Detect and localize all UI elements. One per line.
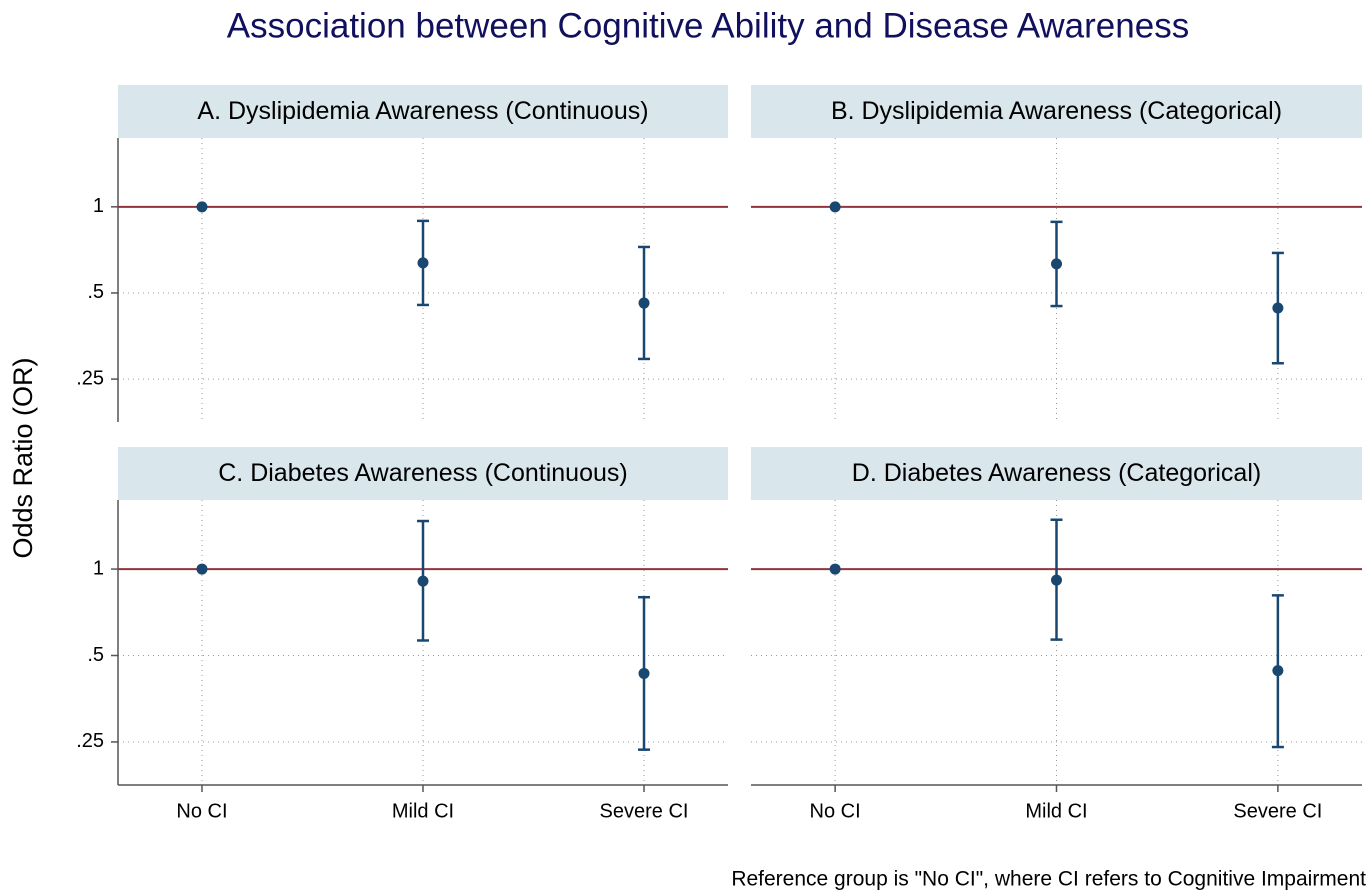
x-tick-label: Severe CI	[1233, 800, 1322, 822]
point	[1272, 302, 1284, 314]
y-axis-label: Odds Ratio (OR)	[8, 357, 38, 558]
y-tick-label: 1	[93, 557, 104, 579]
point	[417, 257, 429, 269]
note: Reference group is "No CI", where CI ref…	[731, 868, 1366, 891]
point	[196, 201, 208, 213]
x-tick-label: No CI	[810, 800, 861, 822]
point	[638, 667, 650, 679]
point	[417, 575, 429, 587]
x-tick-label: Severe CI	[600, 800, 689, 822]
panel-title: A. Dyslipidemia Awareness (Continuous)	[197, 97, 648, 125]
y-tick-label: .5	[87, 281, 104, 303]
y-tick-label: .25	[76, 730, 104, 752]
y-tick-label: 1	[93, 195, 104, 217]
x-tick-label: Mild CI	[392, 800, 454, 822]
point	[1051, 258, 1062, 270]
y-tick-label: .5	[87, 644, 104, 666]
point	[1272, 665, 1284, 677]
x-tick-label: No CI	[176, 800, 227, 822]
panel-header	[118, 85, 728, 138]
point	[638, 297, 650, 309]
panel-title: C. Diabetes Awareness (Continuous)	[218, 459, 627, 487]
panel-title: D. Diabetes Awareness (Categorical)	[852, 459, 1261, 487]
x-tick-label: Mild CI	[1025, 800, 1087, 822]
panel-header	[751, 85, 1362, 138]
y-tick-label: .25	[76, 367, 104, 389]
point	[829, 563, 841, 575]
panel-title: B. Dyslipidemia Awareness (Categorical)	[831, 97, 1282, 125]
point	[1051, 574, 1062, 586]
panel-header	[751, 447, 1362, 500]
point	[196, 563, 208, 575]
panel-header	[118, 447, 728, 500]
chart-title: Association between Cognitive Ability an…	[227, 6, 1189, 45]
point	[829, 201, 841, 213]
